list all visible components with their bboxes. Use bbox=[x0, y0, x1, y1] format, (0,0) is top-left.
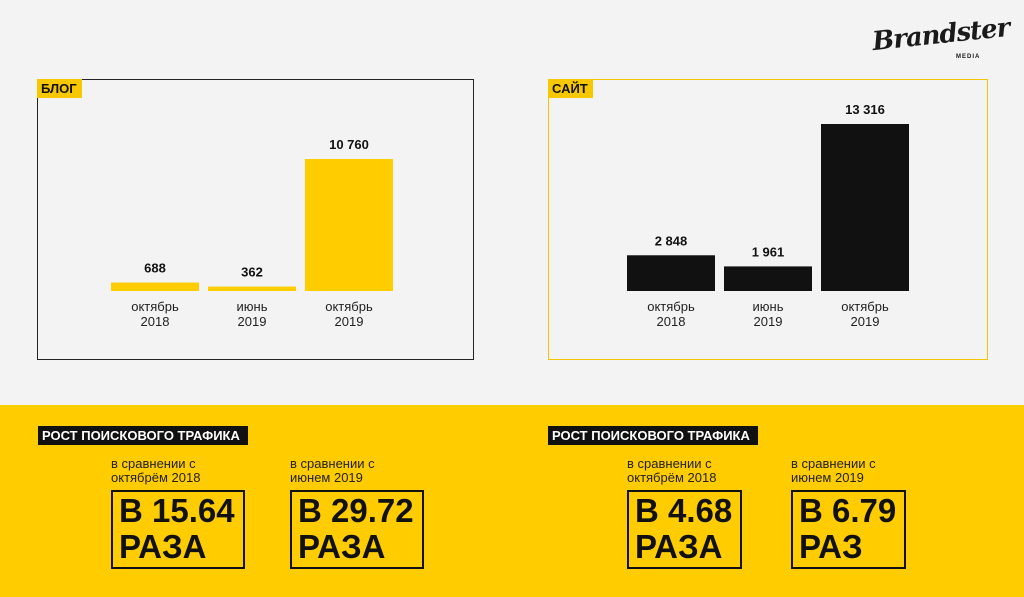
bar bbox=[724, 266, 812, 291]
growth-value-box: В 6.79 РАЗ bbox=[791, 490, 907, 569]
category-label: 2018 bbox=[141, 314, 170, 329]
bar-value-label: 688 bbox=[144, 261, 166, 276]
site-growth-vs-oct2018: в сравнении с октябрём 2018 В 4.68 РАЗА bbox=[627, 457, 743, 569]
bar bbox=[821, 124, 909, 291]
bar-value-label: 362 bbox=[241, 265, 263, 280]
bar bbox=[305, 159, 393, 291]
blog-growth-group: РОСТ ПОИСКОВОГО ТРАФИКА в сравнении с ок… bbox=[38, 426, 424, 569]
blog-chart-title: БЛОГ bbox=[37, 79, 82, 98]
category-label: июнь bbox=[237, 299, 268, 314]
bar-value-label: 1 961 bbox=[752, 244, 785, 259]
category-label: октябрь bbox=[131, 299, 179, 314]
category-label: 2019 bbox=[238, 314, 267, 329]
blog-growth-vs-oct2018: в сравнении с октябрём 2018 В 15.64 РАЗА bbox=[111, 457, 245, 569]
note-line: в сравнении с bbox=[290, 456, 375, 471]
site-growth-vs-jun2019: в сравнении с июнем 2019 В 6.79 РАЗ bbox=[791, 457, 907, 569]
growth-unit: РАЗА bbox=[298, 528, 386, 565]
comparison-note: в сравнении с октябрём 2018 bbox=[111, 457, 245, 485]
note-line: октябрём 2018 bbox=[111, 470, 201, 485]
blog-chart-panel: 688 октябрь 2018 362 июнь 2019 10 760 октябрь 20… bbox=[37, 79, 474, 360]
category-label: 2019 bbox=[335, 314, 364, 329]
growth-unit: РАЗА bbox=[119, 528, 207, 565]
growth-value-box: В 4.68 РАЗА bbox=[627, 490, 743, 569]
site-growth-title: РОСТ ПОИСКОВОГО ТРАФИКА bbox=[548, 426, 758, 445]
growth-band: РОСТ ПОИСКОВОГО ТРАФИКА в сравнении с ок… bbox=[0, 405, 1024, 597]
note-line: июнем 2019 bbox=[290, 470, 363, 485]
growth-unit: РАЗ bbox=[799, 528, 863, 565]
bar bbox=[627, 255, 715, 291]
category-label: октябрь bbox=[841, 299, 889, 314]
bar-value-label: 13 316 bbox=[845, 102, 885, 117]
growth-value: В 4.68 bbox=[635, 492, 733, 529]
bar-value-label: 2 848 bbox=[655, 233, 688, 248]
category-label: октябрь bbox=[325, 299, 373, 314]
blog-growth-title: РОСТ ПОИСКОВОГО ТРАФИКА bbox=[38, 426, 248, 445]
comparison-note: в сравнении с октябрём 2018 bbox=[627, 457, 742, 485]
category-label: 2019 bbox=[754, 314, 783, 329]
site-chart-panel: 2 848 октябрь 2018 1 961 июнь 2019 13 316 октяб… bbox=[548, 79, 988, 360]
growth-unit: РАЗА bbox=[635, 528, 723, 565]
note-line: июнем 2019 bbox=[791, 470, 864, 485]
comparison-note: в сравнении с июнем 2019 bbox=[290, 457, 424, 485]
category-label: июнь bbox=[753, 299, 784, 314]
logo-subtitle: MEDIA bbox=[956, 54, 981, 60]
growth-value-box: В 15.64 РАЗА bbox=[111, 490, 245, 569]
site-growth-group: РОСТ ПОИСКОВОГО ТРАФИКА в сравнении с ок… bbox=[548, 426, 907, 569]
logo-wordmark: Brandster bbox=[870, 12, 1011, 58]
growth-value: В 15.64 bbox=[119, 492, 235, 529]
comparison-note: в сравнении с июнем 2019 bbox=[791, 457, 906, 485]
category-label: 2018 bbox=[657, 314, 686, 329]
bar bbox=[208, 286, 296, 291]
brandster-logo: Brandster MEDIA bbox=[871, 13, 1011, 70]
bar bbox=[111, 282, 199, 291]
growth-value: В 6.79 bbox=[799, 492, 897, 529]
site-chart-title: САЙТ bbox=[548, 79, 593, 98]
note-line: в сравнении с bbox=[627, 456, 712, 471]
note-line: в сравнении с bbox=[791, 456, 876, 471]
note-line: октябрём 2018 bbox=[627, 470, 717, 485]
growth-value-box: В 29.72 РАЗА bbox=[290, 490, 424, 569]
note-line: в сравнении с bbox=[111, 456, 196, 471]
category-label: октябрь bbox=[647, 299, 695, 314]
category-label: 2019 bbox=[851, 314, 880, 329]
bar-value-label: 10 760 bbox=[329, 137, 369, 152]
blog-growth-vs-jun2019: в сравнении с июнем 2019 В 29.72 РАЗА bbox=[290, 457, 424, 569]
growth-value: В 29.72 bbox=[298, 492, 414, 529]
